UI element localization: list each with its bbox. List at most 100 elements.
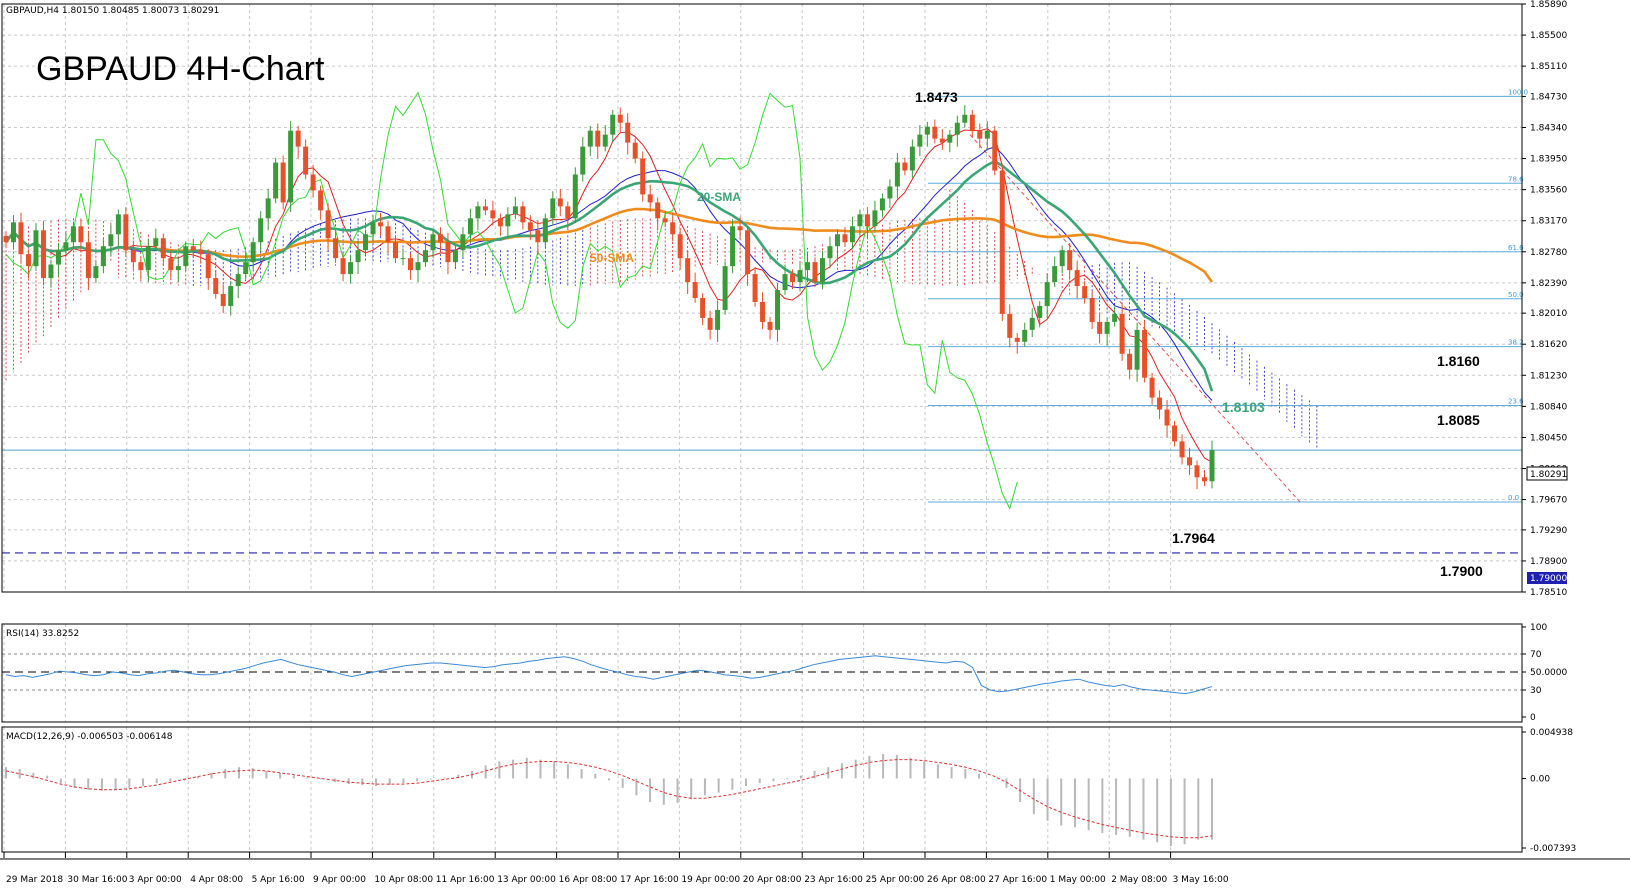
level-1-8085-label: 1.8085: [1437, 412, 1480, 428]
chart-title: GBPAUD 4H-Chart: [36, 50, 325, 88]
kijun-sen-line: [5, 146, 1213, 401]
y-tick-label: 1.80450: [1530, 433, 1567, 443]
candle-body: [827, 246, 833, 259]
candle-body: [722, 266, 728, 310]
candle-body: [70, 226, 76, 243]
candle-body: [1052, 266, 1058, 283]
candle-body: [1149, 377, 1155, 398]
candle-body: [587, 130, 593, 147]
x-tick-label: 26 Apr 08:00: [927, 875, 986, 885]
candle-body: [10, 222, 16, 243]
sma50-label: 50-SMA: [590, 251, 634, 265]
rsi-tick-label: 0: [1530, 713, 1536, 723]
candle-body: [370, 222, 376, 235]
candle-body: [445, 242, 451, 263]
candle-body: [760, 301, 766, 322]
candle-body: [632, 142, 638, 159]
fib-label: 78.6: [1508, 175, 1524, 183]
high-label: 1.8473: [915, 89, 958, 105]
x-tick-label: 27 Apr 16:00: [988, 875, 1047, 885]
x-tick-label: 11 Apr 16:00: [436, 875, 495, 885]
candle-body: [138, 262, 144, 271]
x-tick-label: 10 Apr 08:00: [374, 875, 433, 885]
macd-tick-label: 0.00: [1530, 774, 1550, 784]
candle-body: [977, 130, 983, 139]
macd-label: MACD(12,26,9) -0.006503 -0.006148: [6, 732, 173, 742]
candle-body: [1134, 329, 1140, 370]
candle-body: [497, 218, 503, 227]
candle-body: [1119, 313, 1125, 354]
candle-body: [198, 250, 204, 255]
candle-body: [932, 126, 938, 139]
y-tick-label: 1.83950: [1530, 155, 1567, 165]
svg-text:1.80291: 1.80291: [1530, 470, 1567, 480]
candle-body: [812, 262, 818, 283]
symbol-info: GBPAUD,H4 1.80150 1.80485 1.80073 1.8029…: [6, 6, 219, 16]
pane-frame: [1, 726, 1523, 853]
candle-body: [1112, 313, 1118, 322]
candlesticks: [3, 105, 1215, 490]
candle-body: [565, 206, 571, 219]
candle-body: [969, 114, 975, 131]
candle-body: [1082, 286, 1088, 298]
candle-body: [18, 222, 24, 255]
fib-label: 23.6: [1508, 398, 1524, 406]
rsi-tick-label: 100: [1530, 623, 1547, 633]
candle-body: [864, 214, 870, 227]
low-label: 1.7964: [1172, 530, 1215, 546]
candle-body: [130, 250, 136, 263]
y-tick-label: 1.78510: [1530, 588, 1567, 598]
candle-body: [947, 134, 953, 143]
rsi-line: [5, 655, 1213, 695]
y-tick-label: 1.81620: [1530, 340, 1567, 350]
candle-body: [872, 210, 878, 227]
candle-body: [887, 186, 893, 199]
level-1-8160-label: 1.8160: [1437, 353, 1480, 369]
x-tick-label: 30 Mar 16:00: [67, 875, 127, 885]
candle-body: [235, 274, 241, 287]
candle-body: [183, 246, 189, 267]
candle-body: [557, 198, 563, 207]
y-tick-label: 1.84730: [1530, 92, 1567, 102]
candle-body: [1014, 337, 1020, 342]
candle-body: [25, 254, 31, 267]
chikou-span-line: [5, 91, 1018, 510]
candle-body: [662, 218, 668, 223]
fib-label: 50.0: [1508, 291, 1524, 299]
candle-body: [78, 226, 84, 243]
candle-body: [992, 130, 998, 171]
candle-body: [93, 266, 99, 279]
candle-body: [752, 274, 758, 302]
candle-body: [160, 238, 166, 259]
candle-body: [145, 246, 151, 271]
candle-body: [452, 250, 458, 263]
candle-body: [805, 262, 811, 271]
x-tick-label: 29 Mar 2018: [6, 875, 63, 885]
y-tick-label: 1.80840: [1530, 402, 1567, 412]
fib-label: 0.0: [1508, 494, 1519, 502]
y-tick-label: 1.84340: [1530, 123, 1567, 133]
candle-body: [228, 286, 234, 306]
indicator-panes: 100 70 50.0000 30 0 0.004938 0.00 -0.007393: [2, 623, 1576, 854]
pane-frame: [1, 3, 1523, 593]
y-tick-label: 1.78900: [1530, 557, 1567, 567]
candle-body: [482, 206, 488, 211]
candle-body: [984, 130, 990, 139]
sma20-label: 20-SMA: [697, 190, 741, 204]
candle-body: [1157, 397, 1163, 410]
candle-body: [670, 222, 676, 235]
candle-body: [475, 206, 481, 219]
candle-body: [123, 214, 129, 251]
candle-body: [243, 262, 249, 275]
x-tick-label: 19 Apr 00:00: [681, 875, 740, 885]
candle-body: [1022, 329, 1028, 342]
candle-body: [1172, 425, 1178, 442]
candle-body: [430, 234, 436, 251]
candle-body: [962, 114, 968, 123]
x-tick-label: 3 May 16:00: [1173, 875, 1229, 885]
candle-body: [655, 202, 661, 219]
candle-body: [467, 218, 473, 235]
y-tick-label: 1.82780: [1530, 248, 1567, 258]
